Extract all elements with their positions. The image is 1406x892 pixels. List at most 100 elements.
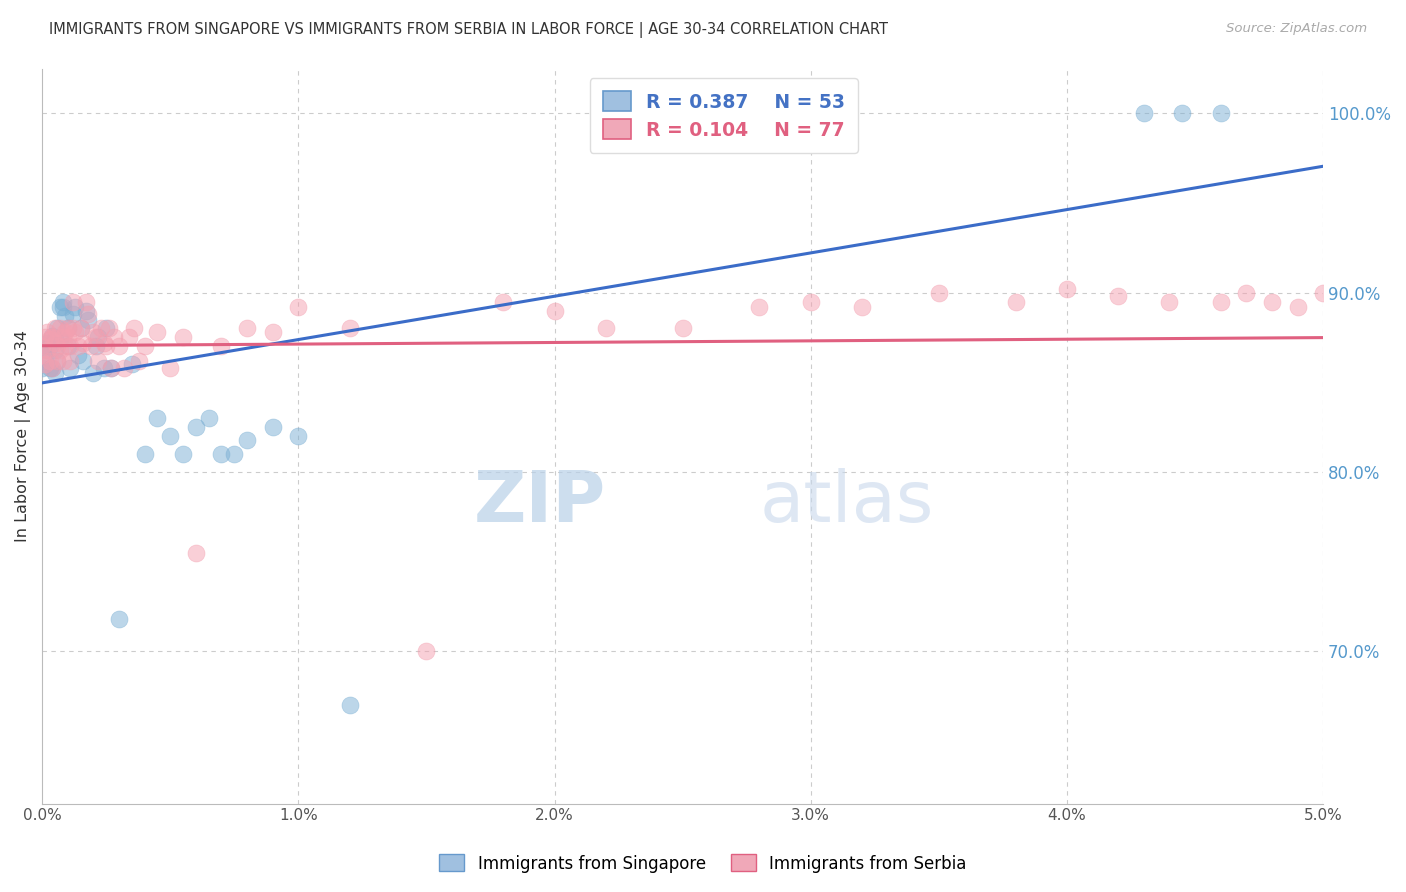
Point [96,321,118,335]
Point [59,353,82,368]
Point [197,411,219,425]
Point [52,294,75,309]
Point [90,321,112,335]
Point [52,353,75,368]
Point [543,303,565,318]
Point [53,325,76,339]
Point [72,335,94,350]
Point [44,321,66,335]
Point [77,312,100,326]
Point [44,335,66,350]
Point [103,330,125,344]
Point [1171,106,1194,120]
Text: atlas: atlas [759,467,934,537]
Point [128,353,150,368]
Text: Source: ZipAtlas.com: Source: ZipAtlas.com [1226,22,1367,36]
Point [65,300,87,314]
Point [66,339,89,353]
Point [172,447,194,461]
Point [34,353,56,368]
Point [1234,285,1257,300]
Point [56,321,79,335]
Point [87,353,110,368]
Point [49,332,72,346]
Point [62,321,84,335]
Point [262,325,284,339]
Point [38,332,60,346]
Point [112,360,135,375]
Point [82,367,104,381]
Point [66,348,89,362]
Point [41,330,63,344]
Point [211,447,233,461]
Point [46,353,69,368]
Point [52,330,75,344]
Point [492,294,515,309]
Point [62,307,84,321]
Point [287,429,309,443]
Point [49,343,72,357]
Point [37,335,59,350]
Point [1209,106,1232,120]
Point [851,300,873,314]
Y-axis label: In Labor Force | Age 30-34: In Labor Force | Age 30-34 [15,330,31,542]
Point [49,321,72,335]
Point [69,321,91,335]
Point [75,303,97,318]
Point [1159,294,1181,309]
Point [56,330,79,344]
Point [236,433,259,447]
Point [31,339,53,353]
Point [87,330,110,344]
Text: ZIP: ZIP [474,467,606,537]
Point [56,321,79,335]
Point [82,325,104,339]
Point [1133,106,1156,120]
Point [100,360,122,375]
Point [121,357,143,371]
Point [84,330,107,344]
Point [31,348,53,362]
Point [1004,294,1026,309]
Point [80,339,103,353]
Point [146,411,169,425]
Point [77,307,100,321]
Point [159,360,181,375]
Point [41,360,63,375]
Point [44,343,66,357]
Point [34,357,56,371]
Point [1364,715,1386,730]
Point [118,330,141,344]
Point [49,300,72,314]
Point [1107,289,1129,303]
Point [124,321,146,335]
Point [1261,294,1284,309]
Point [287,300,309,314]
Point [59,339,82,353]
Point [211,339,233,353]
Legend: Immigrants from Singapore, Immigrants from Serbia: Immigrants from Singapore, Immigrants fr… [433,847,973,880]
Point [38,339,60,353]
Point [1209,294,1232,309]
Point [1286,300,1309,314]
Point [52,300,75,314]
Point [34,330,56,344]
Point [96,339,118,353]
Point [134,339,156,353]
Point [41,360,63,375]
Point [184,420,207,434]
Point [595,321,617,335]
Point [415,644,437,658]
Point [31,360,53,375]
Point [72,353,94,368]
Point [44,332,66,346]
Point [672,321,695,335]
Point [159,429,181,443]
Point [56,339,79,353]
Point [46,339,69,353]
Point [97,321,120,335]
Point [262,420,284,434]
Point [31,339,53,353]
Point [75,294,97,309]
Point [59,360,82,375]
